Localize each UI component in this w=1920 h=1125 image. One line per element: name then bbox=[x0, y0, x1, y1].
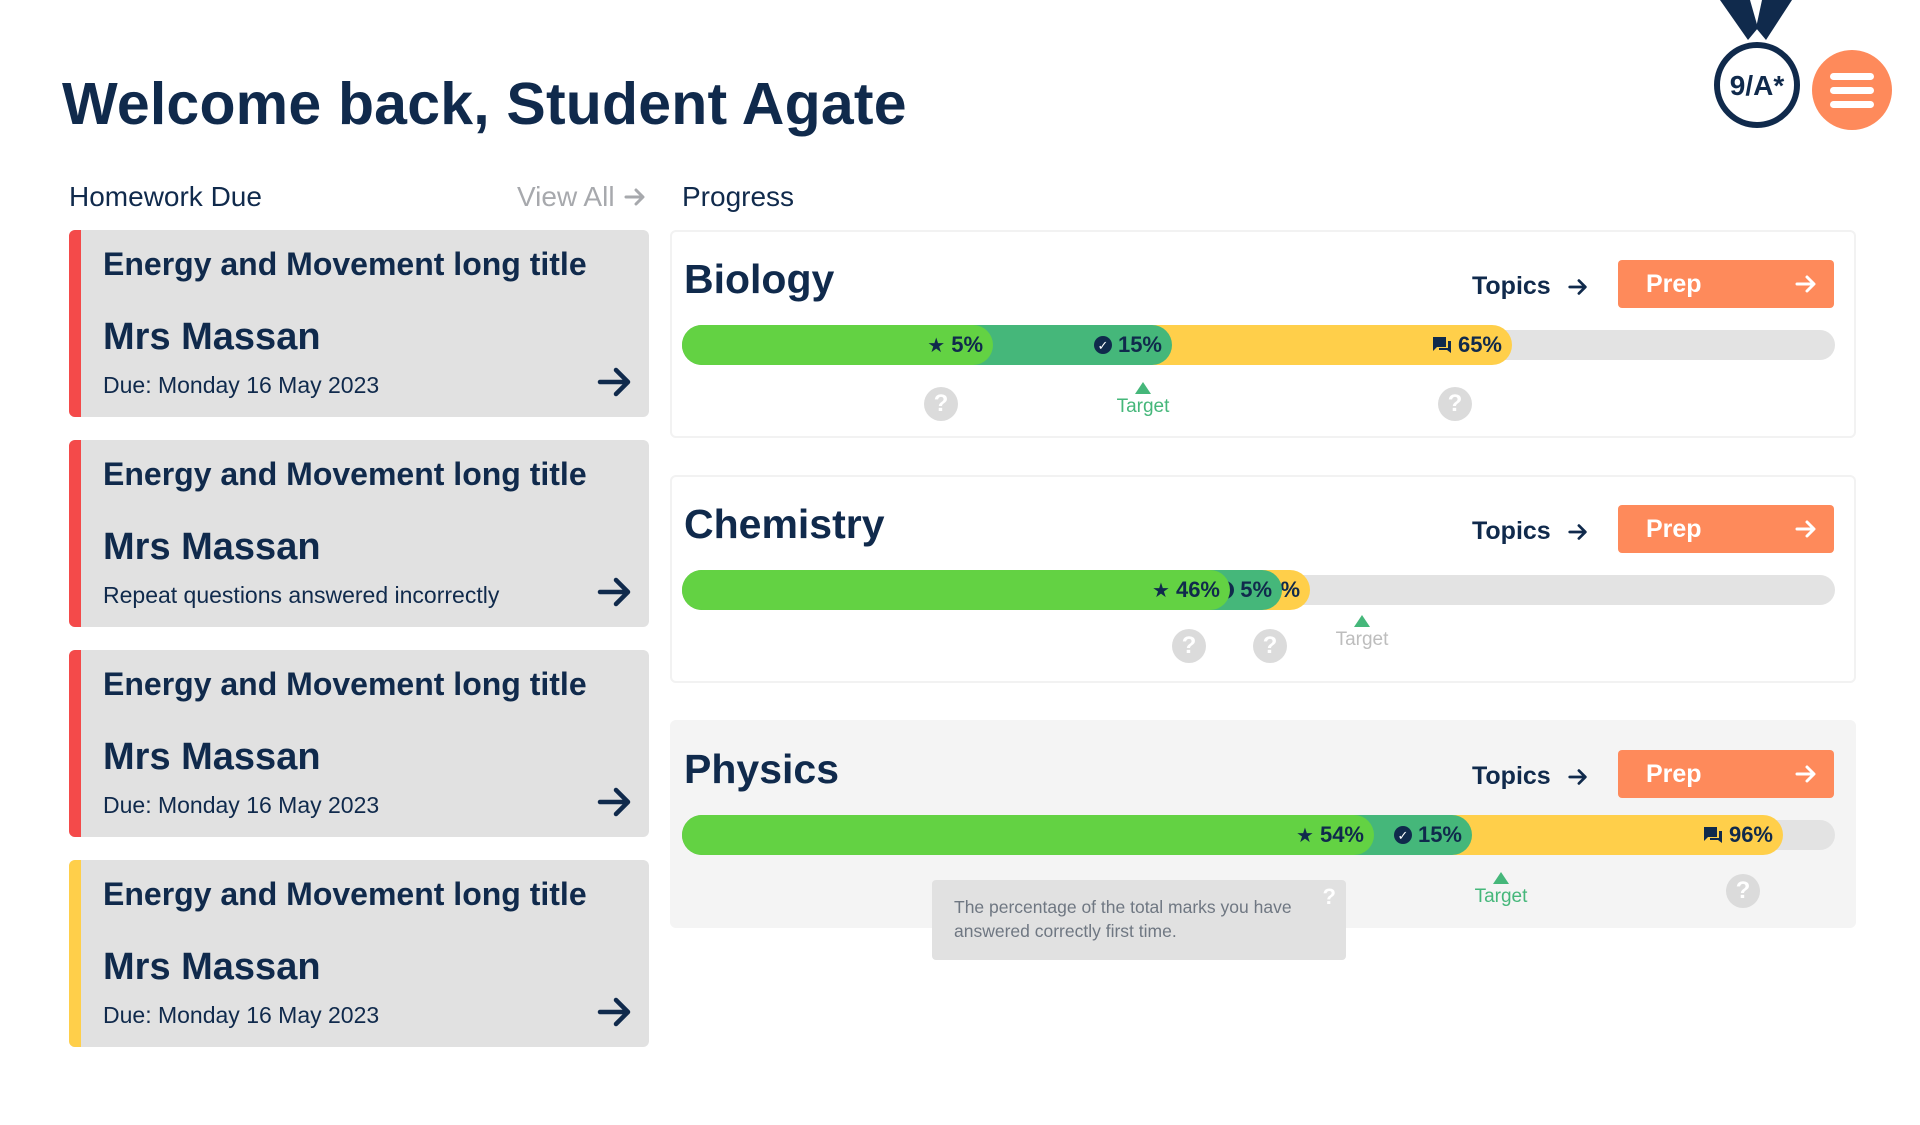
progress-title: Progress bbox=[682, 181, 795, 212]
homework-title: Energy and Movement long title bbox=[103, 246, 587, 282]
grade-badge: 9/A* bbox=[1730, 70, 1785, 101]
first-time-progress-bar[interactable]: ★ 5% bbox=[682, 325, 993, 365]
medal-ribbon-left bbox=[1720, 0, 1758, 40]
topics-link[interactable]: Topics bbox=[1472, 272, 1589, 301]
homework-teacher: Mrs Massan bbox=[103, 946, 321, 988]
homework-status-stripe bbox=[69, 440, 81, 627]
target-marker: Target bbox=[1322, 615, 1402, 651]
mastered-percent: 5% bbox=[1240, 577, 1272, 602]
mastered-percent: 15% bbox=[1117, 332, 1162, 357]
target-triangle-icon bbox=[1354, 615, 1370, 627]
welcome-heading: Welcome back, Student Agate bbox=[62, 71, 907, 137]
target-marker: Target bbox=[1103, 382, 1183, 418]
target-label: Target bbox=[1116, 396, 1170, 417]
grade-medal[interactable]: 9/A* bbox=[1700, 0, 1810, 130]
subject-progress-card: Chemistry Topics Prep 9% ✓ 5% ★ 46% Targ… bbox=[670, 475, 1856, 683]
homework-status-stripe bbox=[69, 230, 81, 417]
star-icon: ★ bbox=[1296, 824, 1314, 847]
subject-progress-card: Physics Topics Prep 96% ✓ 15% ★ 54% Targ… bbox=[670, 720, 1856, 960]
menu-button[interactable] bbox=[1812, 50, 1892, 130]
homework-teacher: Mrs Massan bbox=[103, 526, 321, 568]
target-label: Target bbox=[1335, 629, 1389, 650]
arrow-right-icon[interactable] bbox=[595, 992, 635, 1032]
prep-label: Prep bbox=[1646, 759, 1702, 788]
check-circle-icon: ✓ bbox=[1093, 336, 1112, 354]
attempted-percent: 65% bbox=[1457, 332, 1502, 357]
hamburger-menu-icon bbox=[1830, 72, 1874, 80]
homework-card[interactable]: Energy and Movement long title Mrs Massa… bbox=[69, 440, 649, 627]
first-time-percent: 46% bbox=[1175, 577, 1220, 602]
homework-card[interactable]: Energy and Movement long title Mrs Massa… bbox=[69, 860, 649, 1047]
homework-subtitle: Due: Monday 16 May 2023 bbox=[103, 372, 380, 398]
homework-teacher: Mrs Massan bbox=[103, 736, 321, 778]
arrow-right-icon[interactable] bbox=[595, 782, 635, 822]
subject-name: Physics bbox=[684, 746, 839, 792]
chat-icon bbox=[1703, 827, 1722, 843]
attempted-percent: 96% bbox=[1728, 822, 1773, 847]
arrow-right-icon bbox=[1568, 768, 1587, 785]
medal-ribbon-right bbox=[1756, 0, 1792, 40]
topics-label: Topics bbox=[1472, 272, 1551, 300]
homework-teacher: Mrs Massan bbox=[103, 316, 321, 358]
prep-button[interactable]: Prep bbox=[1618, 260, 1834, 308]
help-question-icon[interactable]: ? bbox=[924, 387, 958, 421]
star-icon: ★ bbox=[927, 334, 946, 357]
homework-card[interactable]: Energy and Movement long title Mrs Massa… bbox=[69, 230, 649, 417]
subject-name: Biology bbox=[684, 256, 835, 302]
topics-link[interactable]: Topics bbox=[1472, 762, 1589, 791]
target-triangle-icon bbox=[1493, 872, 1509, 884]
homework-subtitle: Repeat questions answered incorrectly bbox=[103, 582, 500, 608]
topics-label: Topics bbox=[1472, 517, 1551, 545]
arrow-right-icon bbox=[1568, 278, 1587, 295]
arrow-right-icon bbox=[624, 188, 645, 206]
topics-link[interactable]: Topics bbox=[1472, 517, 1589, 546]
help-question-icon[interactable]: ? bbox=[1253, 629, 1287, 663]
first-time-percent: 5% bbox=[951, 332, 983, 357]
prep-label: Prep bbox=[1646, 514, 1702, 543]
homework-status-stripe bbox=[69, 860, 81, 1047]
homework-subtitle: Due: Monday 16 May 2023 bbox=[103, 1002, 380, 1028]
tooltip-text: The percentage of the total marks you ha… bbox=[954, 897, 1292, 941]
prep-button[interactable]: Prep bbox=[1618, 505, 1834, 553]
view-all-link[interactable]: View All bbox=[517, 181, 647, 213]
prep-button[interactable]: Prep bbox=[1618, 750, 1834, 798]
target-label: Target bbox=[1474, 886, 1528, 907]
homework-title: Energy and Movement long title bbox=[103, 456, 587, 492]
chat-icon bbox=[1432, 337, 1451, 353]
homework-subtitle: Due: Monday 16 May 2023 bbox=[103, 792, 380, 818]
homework-title: Energy and Movement long title bbox=[103, 666, 587, 702]
help-question-icon[interactable]: ? bbox=[1172, 629, 1206, 663]
target-marker: Target bbox=[1461, 872, 1541, 908]
star-icon: ★ bbox=[1152, 579, 1170, 602]
subject-progress-card: Biology Topics Prep 65% ✓ 15% ★ 5% Targe… bbox=[670, 230, 1856, 438]
target-triangle-icon bbox=[1135, 382, 1151, 394]
arrow-right-icon bbox=[1568, 523, 1587, 540]
first-time-progress-bar[interactable]: ★ 46% bbox=[682, 570, 1230, 610]
arrow-right-icon bbox=[1795, 520, 1816, 538]
subject-name: Chemistry bbox=[684, 501, 885, 547]
arrow-right-icon[interactable] bbox=[595, 572, 635, 612]
prep-label: Prep bbox=[1646, 269, 1702, 298]
help-question-icon[interactable]: ? bbox=[1438, 387, 1472, 421]
homework-card[interactable]: Energy and Movement long title Mrs Massa… bbox=[69, 650, 649, 837]
arrow-right-icon bbox=[1795, 765, 1816, 783]
homework-due-title: Homework Due bbox=[69, 181, 262, 212]
homework-title: Energy and Movement long title bbox=[103, 876, 587, 912]
arrow-right-icon[interactable] bbox=[595, 362, 635, 402]
topics-label: Topics bbox=[1472, 762, 1551, 790]
first-time-progress-bar[interactable]: ★ 54% bbox=[682, 815, 1374, 855]
view-all-label: View All bbox=[517, 181, 615, 212]
arrow-right-icon bbox=[1795, 275, 1816, 293]
help-question-icon[interactable]: ? bbox=[1726, 874, 1760, 908]
help-tooltip: The percentage of the total marks you ha… bbox=[932, 880, 1346, 960]
check-circle-icon: ✓ bbox=[1393, 826, 1412, 844]
first-time-percent: 54% bbox=[1319, 822, 1364, 847]
help-question-icon[interactable]: ? bbox=[1322, 884, 1336, 909]
homework-status-stripe bbox=[69, 650, 81, 837]
mastered-percent: 15% bbox=[1417, 822, 1462, 847]
